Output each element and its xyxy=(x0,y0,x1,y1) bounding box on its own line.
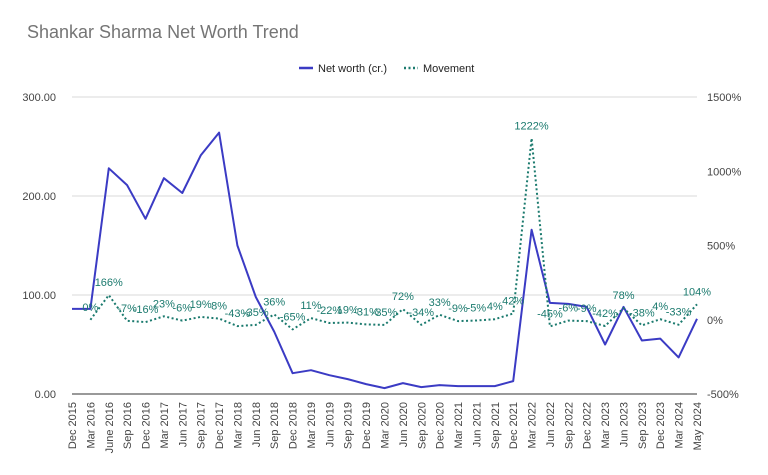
x-axis-ticks: Dec 2015 Mar 2016 June 2016 Sep 2016 Dec 201… xyxy=(67,402,704,453)
movement-data-label: 4% xyxy=(487,301,503,313)
x-axis-tick-label: June 2016 xyxy=(104,402,116,453)
right-axis-tick-label: 500% xyxy=(707,241,735,253)
left-axis-tick-label: 200.00 xyxy=(22,191,56,203)
movement-data-label: -45% xyxy=(537,308,563,320)
x-axis-tick-label: Mar 2016 xyxy=(85,402,97,448)
x-axis-tick-label: Jun 2017 xyxy=(177,402,189,447)
movement-data-label: 104% xyxy=(683,286,711,298)
left-axis-tick-label: 0.00 xyxy=(35,389,56,401)
x-axis-tick-label: Sep 2023 xyxy=(637,402,649,449)
movement-data-label: 33% xyxy=(429,297,451,309)
right-axis-tick-label: 0% xyxy=(707,315,723,327)
left-axis-tick-label: 300.00 xyxy=(22,92,56,104)
movement-data-label: 4% xyxy=(652,301,668,313)
x-axis-tick-label: Jun 2020 xyxy=(398,402,410,447)
x-axis-tick-label: Dec 2019 xyxy=(361,402,373,449)
x-axis-tick-label: Dec 2022 xyxy=(582,402,594,449)
x-axis-tick-label: Jun 2018 xyxy=(251,402,263,447)
chart-title: Shankar Sharma Net Worth Trend xyxy=(27,22,299,42)
movement-data-label: 11% xyxy=(300,300,321,312)
x-axis-tick-label: Sep 2017 xyxy=(196,402,208,449)
movement-data-label: -16% xyxy=(133,304,159,316)
x-axis-tick-label: Sep 2016 xyxy=(122,402,134,449)
x-axis-tick-label: Jun 2019 xyxy=(324,402,336,447)
x-axis-tick-label: Dec 2018 xyxy=(288,402,300,449)
movement-data-label: 23% xyxy=(153,298,175,310)
right-axis-ticks: -500% 0% 500% 1000% 1500% xyxy=(707,92,741,401)
x-axis-tick-label: Mar 2021 xyxy=(453,402,465,448)
movement-data-label: -6% xyxy=(173,303,193,315)
movement-data-label: -31% xyxy=(353,306,379,318)
right-axis-tick-label: 1000% xyxy=(707,166,741,178)
series-lines xyxy=(72,131,698,390)
gridlines xyxy=(72,96,697,395)
x-axis-tick-label: Jun 2022 xyxy=(545,402,557,447)
movement-data-label: 1222% xyxy=(514,120,548,132)
left-axis-ticks: 0.00 100.00 200.00 300.00 xyxy=(22,92,56,401)
x-axis-tick-label: Dec 2020 xyxy=(435,402,447,449)
movement-data-label: 19% xyxy=(337,305,359,317)
movement-data-label: -65% xyxy=(280,311,306,323)
x-axis-tick-label: Dec 2017 xyxy=(214,402,226,449)
movement-data-label: -9% xyxy=(448,303,468,315)
x-axis-tick-label: Dec 2015 xyxy=(67,402,79,449)
x-axis-tick-label: Mar 2022 xyxy=(527,402,539,448)
x-axis-tick-label: Mar 2019 xyxy=(306,402,318,448)
movement-data-label: -33% xyxy=(666,307,692,319)
x-axis-tick-label: Sep 2019 xyxy=(343,402,355,449)
x-axis-tick-label: Mar 2024 xyxy=(674,402,686,448)
movement-data-label: 42% xyxy=(502,296,524,308)
x-axis-tick-label: Dec 2016 xyxy=(141,402,153,449)
movement-data-label: 166% xyxy=(95,277,123,289)
movement-data-label: -9% xyxy=(577,303,597,315)
movement-data-label: 8% xyxy=(211,301,227,313)
movement-data-label: -6% xyxy=(559,303,579,315)
right-axis-tick-label: -500% xyxy=(707,389,739,401)
x-axis-tick-label: Jun 2023 xyxy=(618,402,630,447)
x-axis-tick-label: Sep 2022 xyxy=(563,402,575,449)
x-axis-tick-label: Dec 2023 xyxy=(655,402,667,449)
x-axis-tick-label: Jun 2021 xyxy=(471,402,483,447)
x-axis-tick-label: Mar 2017 xyxy=(159,402,171,448)
movement-data-label: -42% xyxy=(592,308,618,320)
movement-data-label: -34% xyxy=(408,307,434,319)
movement-data-label: -35% xyxy=(372,307,398,319)
x-axis-tick-label: Mar 2018 xyxy=(232,402,244,448)
x-axis-tick-label: Sep 2021 xyxy=(490,402,502,449)
movement-data-label: 19% xyxy=(190,299,212,311)
movement-data-label: 78% xyxy=(612,290,634,302)
series-line-net-worth xyxy=(72,131,698,390)
movement-data-label: -22% xyxy=(317,305,343,317)
right-axis-tick-label: 1500% xyxy=(707,92,741,104)
movement-data-label: -38% xyxy=(629,307,655,319)
x-axis-tick-label: Dec 2021 xyxy=(508,402,520,449)
x-axis-tick-label: Mar 2020 xyxy=(380,402,392,448)
data-labels: 0%166%-7%-16%23%-6%19% 8%-43%-35%36%-65%1… xyxy=(82,120,711,323)
legend-label-net-worth: Net worth (cr.) xyxy=(318,63,387,75)
x-axis-tick-label: Sep 2020 xyxy=(416,402,428,449)
series-line-movement xyxy=(89,137,698,331)
movement-data-label: -7% xyxy=(117,303,137,315)
movement-data-label: -35% xyxy=(243,307,269,319)
movement-data-label: 72% xyxy=(392,291,414,303)
movement-data-label: -5% xyxy=(467,302,487,314)
left-axis-tick-label: 100.00 xyxy=(22,290,56,302)
movement-data-label: 36% xyxy=(263,296,285,308)
legend: Net worth (cr.) Movement xyxy=(299,63,474,75)
x-axis-tick-label: May 2024 xyxy=(692,402,704,450)
legend-label-movement: Movement xyxy=(423,63,474,75)
x-axis-tick-label: Sep 2018 xyxy=(269,402,281,449)
x-axis-tick-label: Mar 2023 xyxy=(600,402,612,448)
movement-data-label: 0% xyxy=(82,302,98,314)
movement-data-label: -43% xyxy=(225,308,251,320)
